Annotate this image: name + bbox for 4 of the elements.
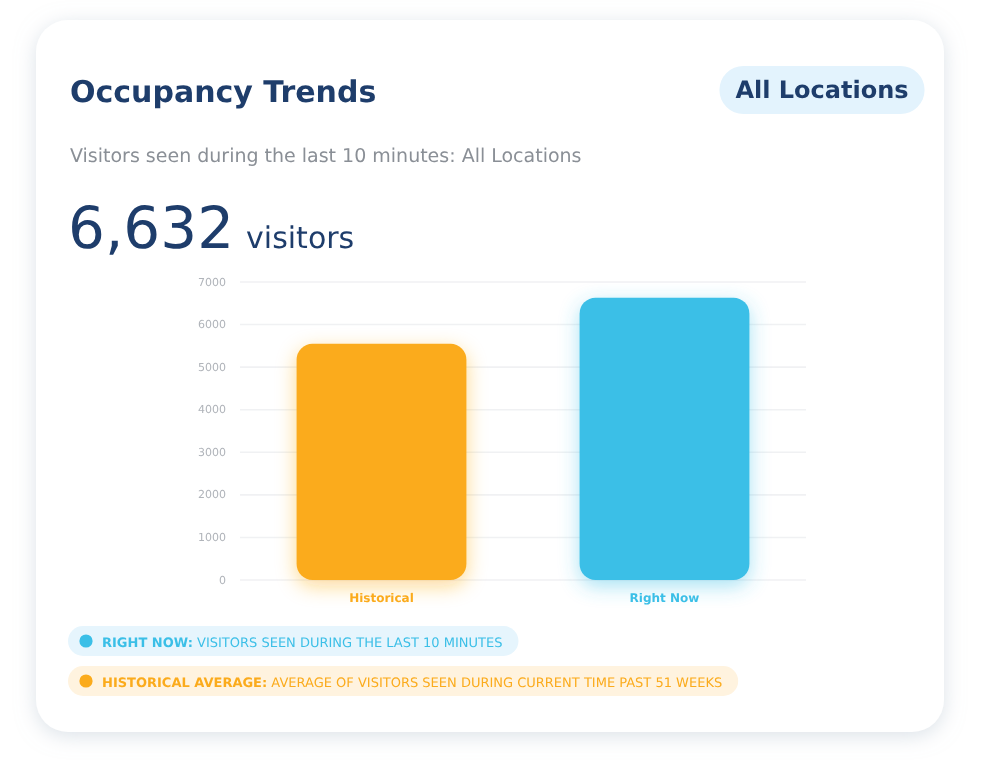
chart-subtitle: Visitors seen during the last 10 minutes: All Locations bbox=[70, 146, 582, 168]
text: 6,632 visitors bbox=[68, 194, 355, 262]
chart-title: Occupancy Trends bbox=[70, 74, 377, 110]
text: All Locations bbox=[735, 76, 909, 104]
